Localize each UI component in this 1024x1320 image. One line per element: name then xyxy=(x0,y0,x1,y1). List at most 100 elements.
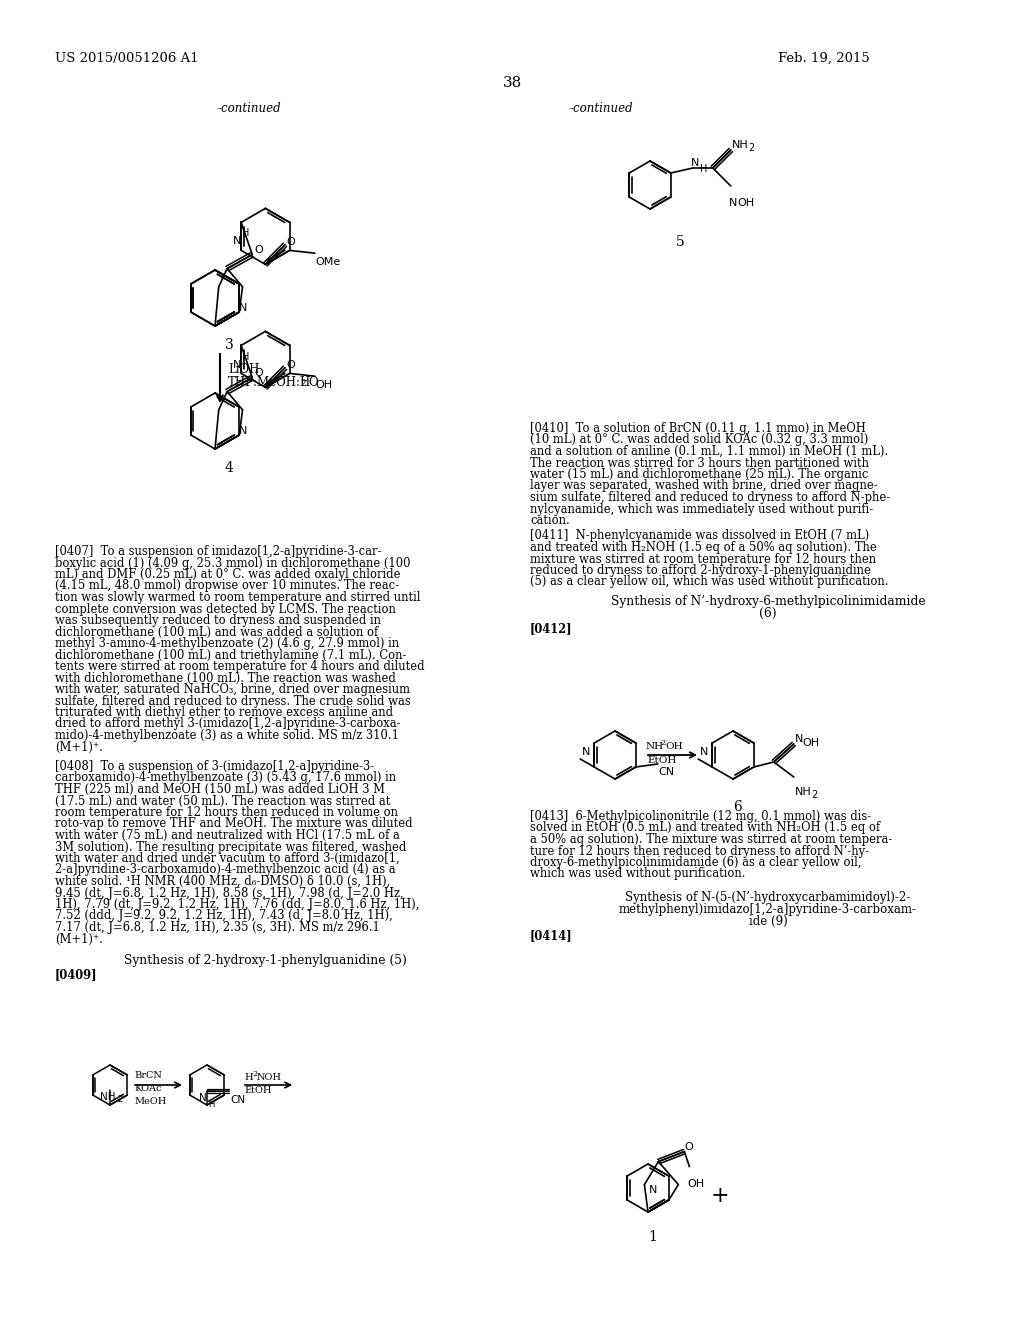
Text: cation.: cation. xyxy=(530,513,569,527)
Text: mL) and DMF (0.25 mL) at 0° C. was added oxalyl chloride: mL) and DMF (0.25 mL) at 0° C. was added… xyxy=(55,568,400,581)
Text: OH: OH xyxy=(315,380,333,391)
Text: 2: 2 xyxy=(117,1096,122,1104)
Text: 2: 2 xyxy=(300,379,305,388)
Text: N: N xyxy=(232,236,241,247)
Text: N: N xyxy=(795,734,803,744)
Text: (5) as a clear yellow oil, which was used without purification.: (5) as a clear yellow oil, which was use… xyxy=(530,576,889,589)
Text: [0414]: [0414] xyxy=(530,929,572,942)
Text: O: O xyxy=(308,376,317,389)
Text: 6: 6 xyxy=(733,800,742,814)
Text: water (15 mL) and dichloromethane (25 mL). The organic: water (15 mL) and dichloromethane (25 mL… xyxy=(530,469,868,480)
Text: N: N xyxy=(239,304,247,313)
Text: -continued: -continued xyxy=(570,102,634,115)
Text: and treated with H₂NOH (1.5 eq of a 50% aq solution). The: and treated with H₂NOH (1.5 eq of a 50% … xyxy=(530,541,877,554)
Text: methylphenyl)imidazo[1,2-a]pyridine-3-carboxam-: methylphenyl)imidazo[1,2-a]pyridine-3-ca… xyxy=(618,903,918,916)
Text: THF:MeOH:H: THF:MeOH:H xyxy=(228,376,311,389)
Text: 4: 4 xyxy=(225,461,233,475)
Text: droxy-6-methylpicolinimidamide (6) as a clear yellow oil,: droxy-6-methylpicolinimidamide (6) as a … xyxy=(530,855,861,869)
Text: 3M solution). The resulting precipitate was filtered, washed: 3M solution). The resulting precipitate … xyxy=(55,841,407,854)
Text: sium sulfate, filtered and reduced to dryness to afford N-phe-: sium sulfate, filtered and reduced to dr… xyxy=(530,491,890,504)
Text: NH: NH xyxy=(646,742,665,751)
Text: (M+1)⁺.: (M+1)⁺. xyxy=(55,741,102,754)
Text: [0408]  To a suspension of 3-(imidazo[1,2-a]pyridine-3-: [0408] To a suspension of 3-(imidazo[1,2… xyxy=(55,760,374,774)
Text: [0412]: [0412] xyxy=(530,622,572,635)
Text: mido)-4-methylbenzoate (3) as a white solid. MS m/z 310.1: mido)-4-methylbenzoate (3) as a white so… xyxy=(55,729,399,742)
Text: EtOH: EtOH xyxy=(244,1086,271,1096)
Text: H: H xyxy=(244,1073,253,1082)
Text: 5: 5 xyxy=(676,235,684,249)
Text: O: O xyxy=(254,367,263,378)
Text: NH: NH xyxy=(100,1092,116,1102)
Text: boxylic acid (1) (4.09 g, 25.3 mmol) in dichloromethane (100: boxylic acid (1) (4.09 g, 25.3 mmol) in … xyxy=(55,557,411,569)
Text: 7.17 (dt, J=6.8, 1.2 Hz, 1H), 2.35 (s, 3H). MS m/z 296.1: 7.17 (dt, J=6.8, 1.2 Hz, 1H), 2.35 (s, 3… xyxy=(55,921,380,935)
Text: (10 mL) at 0° C. was added solid KOAc (0.32 g, 3.3 mmol): (10 mL) at 0° C. was added solid KOAc (0… xyxy=(530,433,868,446)
Text: ture for 12 hours then reduced to dryness to afford N’-hy-: ture for 12 hours then reduced to drynes… xyxy=(530,845,869,858)
Text: 1H), 7.79 (dt, J=9.2, 1.2 Hz, 1H), 7.76 (dd, J=8.0, 1.6 Hz, 1H),: 1H), 7.79 (dt, J=9.2, 1.2 Hz, 1H), 7.76 … xyxy=(55,898,420,911)
Text: N: N xyxy=(199,1093,207,1104)
Text: Feb. 19, 2015: Feb. 19, 2015 xyxy=(778,51,870,65)
Text: roto-vap to remove THF and MeOH. The mixture was diluted: roto-vap to remove THF and MeOH. The mix… xyxy=(55,817,413,830)
Text: H: H xyxy=(699,164,708,174)
Text: O: O xyxy=(286,236,295,247)
Text: a 50% aq solution). The mixture was stirred at room tempera-: a 50% aq solution). The mixture was stir… xyxy=(530,833,892,846)
Text: OH: OH xyxy=(665,742,683,751)
Text: methyl 3-amino-4-methylbenzoate (2) (4.6 g, 27.9 mmol) in: methyl 3-amino-4-methylbenzoate (2) (4.6… xyxy=(55,638,399,649)
Text: 9.45 (dt, J=6.8, 1.2 Hz, 1H), 8.58 (s, 1H), 7.98 (d, J=2.0 Hz,: 9.45 (dt, J=6.8, 1.2 Hz, 1H), 8.58 (s, 1… xyxy=(55,887,403,899)
Text: OH: OH xyxy=(737,198,755,209)
Text: 2: 2 xyxy=(748,143,754,153)
Text: was subsequently reduced to dryness and suspended in: was subsequently reduced to dryness and … xyxy=(55,614,381,627)
Text: Synthesis of N-(5-(N’-hydroxycarbamimidoyl)-2-: Synthesis of N-(5-(N’-hydroxycarbamimido… xyxy=(626,891,910,904)
Text: 1: 1 xyxy=(648,1230,657,1243)
Text: [0413]  6-Methylpicolinonitrile (12 mg, 0.1 mmol) was dis-: [0413] 6-Methylpicolinonitrile (12 mg, 0… xyxy=(530,810,871,822)
Text: nylcyanamide, which was immediately used without purifi-: nylcyanamide, which was immediately used… xyxy=(530,503,873,516)
Text: and a solution of aniline (0.1 mL, 1.1 mmol) in MeOH (1 mL).: and a solution of aniline (0.1 mL, 1.1 m… xyxy=(530,445,888,458)
Text: NH: NH xyxy=(795,787,812,797)
Text: +: + xyxy=(711,1185,729,1206)
Text: [0411]  N-phenylcyanamide was dissolved in EtOH (7 mL): [0411] N-phenylcyanamide was dissolved i… xyxy=(530,529,869,543)
Text: 3: 3 xyxy=(225,338,233,352)
Text: tents were stirred at room temperature for 4 hours and diluted: tents were stirred at room temperature f… xyxy=(55,660,425,673)
Text: H: H xyxy=(208,1100,214,1109)
Text: NOH: NOH xyxy=(257,1073,282,1082)
Text: N: N xyxy=(583,747,591,756)
Text: 2: 2 xyxy=(252,1071,257,1078)
Text: O: O xyxy=(254,244,263,255)
Text: room temperature for 12 hours then reduced in volume on: room temperature for 12 hours then reduc… xyxy=(55,807,398,818)
Text: BrCN: BrCN xyxy=(134,1071,162,1080)
Text: Synthesis of N’-hydroxy-6-methylpicolinimidamide: Synthesis of N’-hydroxy-6-methylpicolini… xyxy=(610,595,926,609)
Text: (M+1)⁺.: (M+1)⁺. xyxy=(55,932,102,945)
Text: carboxamido)-4-methylbenzoate (3) (5.43 g, 17.6 mmol) in: carboxamido)-4-methylbenzoate (3) (5.43 … xyxy=(55,771,396,784)
Text: (17.5 mL) and water (50 mL). The reaction was stirred at: (17.5 mL) and water (50 mL). The reactio… xyxy=(55,795,390,808)
Text: The reaction was stirred for 3 hours then partitioned with: The reaction was stirred for 3 hours the… xyxy=(530,457,869,470)
Text: dichloromethane (100 mL) and triethylamine (7.1 mL). Con-: dichloromethane (100 mL) and triethylami… xyxy=(55,648,407,661)
Text: OH: OH xyxy=(803,738,820,748)
Text: with water (75 mL) and neutralized with HCl (17.5 mL of a: with water (75 mL) and neutralized with … xyxy=(55,829,400,842)
Text: N: N xyxy=(691,158,699,168)
Text: OH: OH xyxy=(687,1179,705,1188)
Text: tion was slowly warmed to room temperature and stirred until: tion was slowly warmed to room temperatu… xyxy=(55,591,421,605)
Text: N: N xyxy=(729,198,737,209)
Text: dichloromethane (100 mL) and was added a solution of: dichloromethane (100 mL) and was added a… xyxy=(55,626,378,639)
Text: 2-a]pyridine-3-carboxamido)-4-methylbenzoic acid (4) as a: 2-a]pyridine-3-carboxamido)-4-methylbenz… xyxy=(55,863,395,876)
Text: -continued: -continued xyxy=(218,102,282,115)
Text: [0410]  To a solution of BrCN (0.11 g, 1.1 mmo) in MeOH: [0410] To a solution of BrCN (0.11 g, 1.… xyxy=(530,422,866,436)
Text: reduced to dryness to afford 2-hydroxy-1-phenylguanidine: reduced to dryness to afford 2-hydroxy-1… xyxy=(530,564,870,577)
Text: white solid. ¹H NMR (400 MHz, d₆-DMSO) δ 10.0 (s, 1H),: white solid. ¹H NMR (400 MHz, d₆-DMSO) δ… xyxy=(55,875,390,888)
Text: [0407]  To a suspension of imidazo[1,2-a]pyridine-3-car-: [0407] To a suspension of imidazo[1,2-a]… xyxy=(55,545,381,558)
Text: OMe: OMe xyxy=(315,257,341,267)
Text: sulfate, filtered and reduced to dryness. The crude solid was: sulfate, filtered and reduced to dryness… xyxy=(55,694,411,708)
Text: 7.52 (ddd, J=9.2, 9.2, 1.2 Hz, 1H), 7.43 (d, J=8.0 Hz, 1H),: 7.52 (ddd, J=9.2, 9.2, 1.2 Hz, 1H), 7.43… xyxy=(55,909,393,923)
Text: with water, saturated NaHCO₃, brine, dried over magnesium: with water, saturated NaHCO₃, brine, dri… xyxy=(55,682,410,696)
Text: THF (225 ml) and MeOH (150 mL) was added LiOH 3 M: THF (225 ml) and MeOH (150 mL) was added… xyxy=(55,783,385,796)
Text: with dichloromethane (100 mL). The reaction was washed: with dichloromethane (100 mL). The react… xyxy=(55,672,396,685)
Text: H: H xyxy=(242,228,249,239)
Text: US 2015/0051206 A1: US 2015/0051206 A1 xyxy=(55,51,199,65)
Text: 2: 2 xyxy=(811,789,817,800)
Text: with water and dried under vacuum to afford 3-(imidazo[1,: with water and dried under vacuum to aff… xyxy=(55,851,399,865)
Text: H: H xyxy=(242,351,249,362)
Text: (4.15 mL, 48.0 mmol) dropwise over 10 minutes. The reac-: (4.15 mL, 48.0 mmol) dropwise over 10 mi… xyxy=(55,579,399,593)
Text: LiOH: LiOH xyxy=(228,363,259,376)
Text: KOAc: KOAc xyxy=(134,1084,162,1093)
Text: N: N xyxy=(700,747,709,756)
Text: N: N xyxy=(232,359,241,370)
